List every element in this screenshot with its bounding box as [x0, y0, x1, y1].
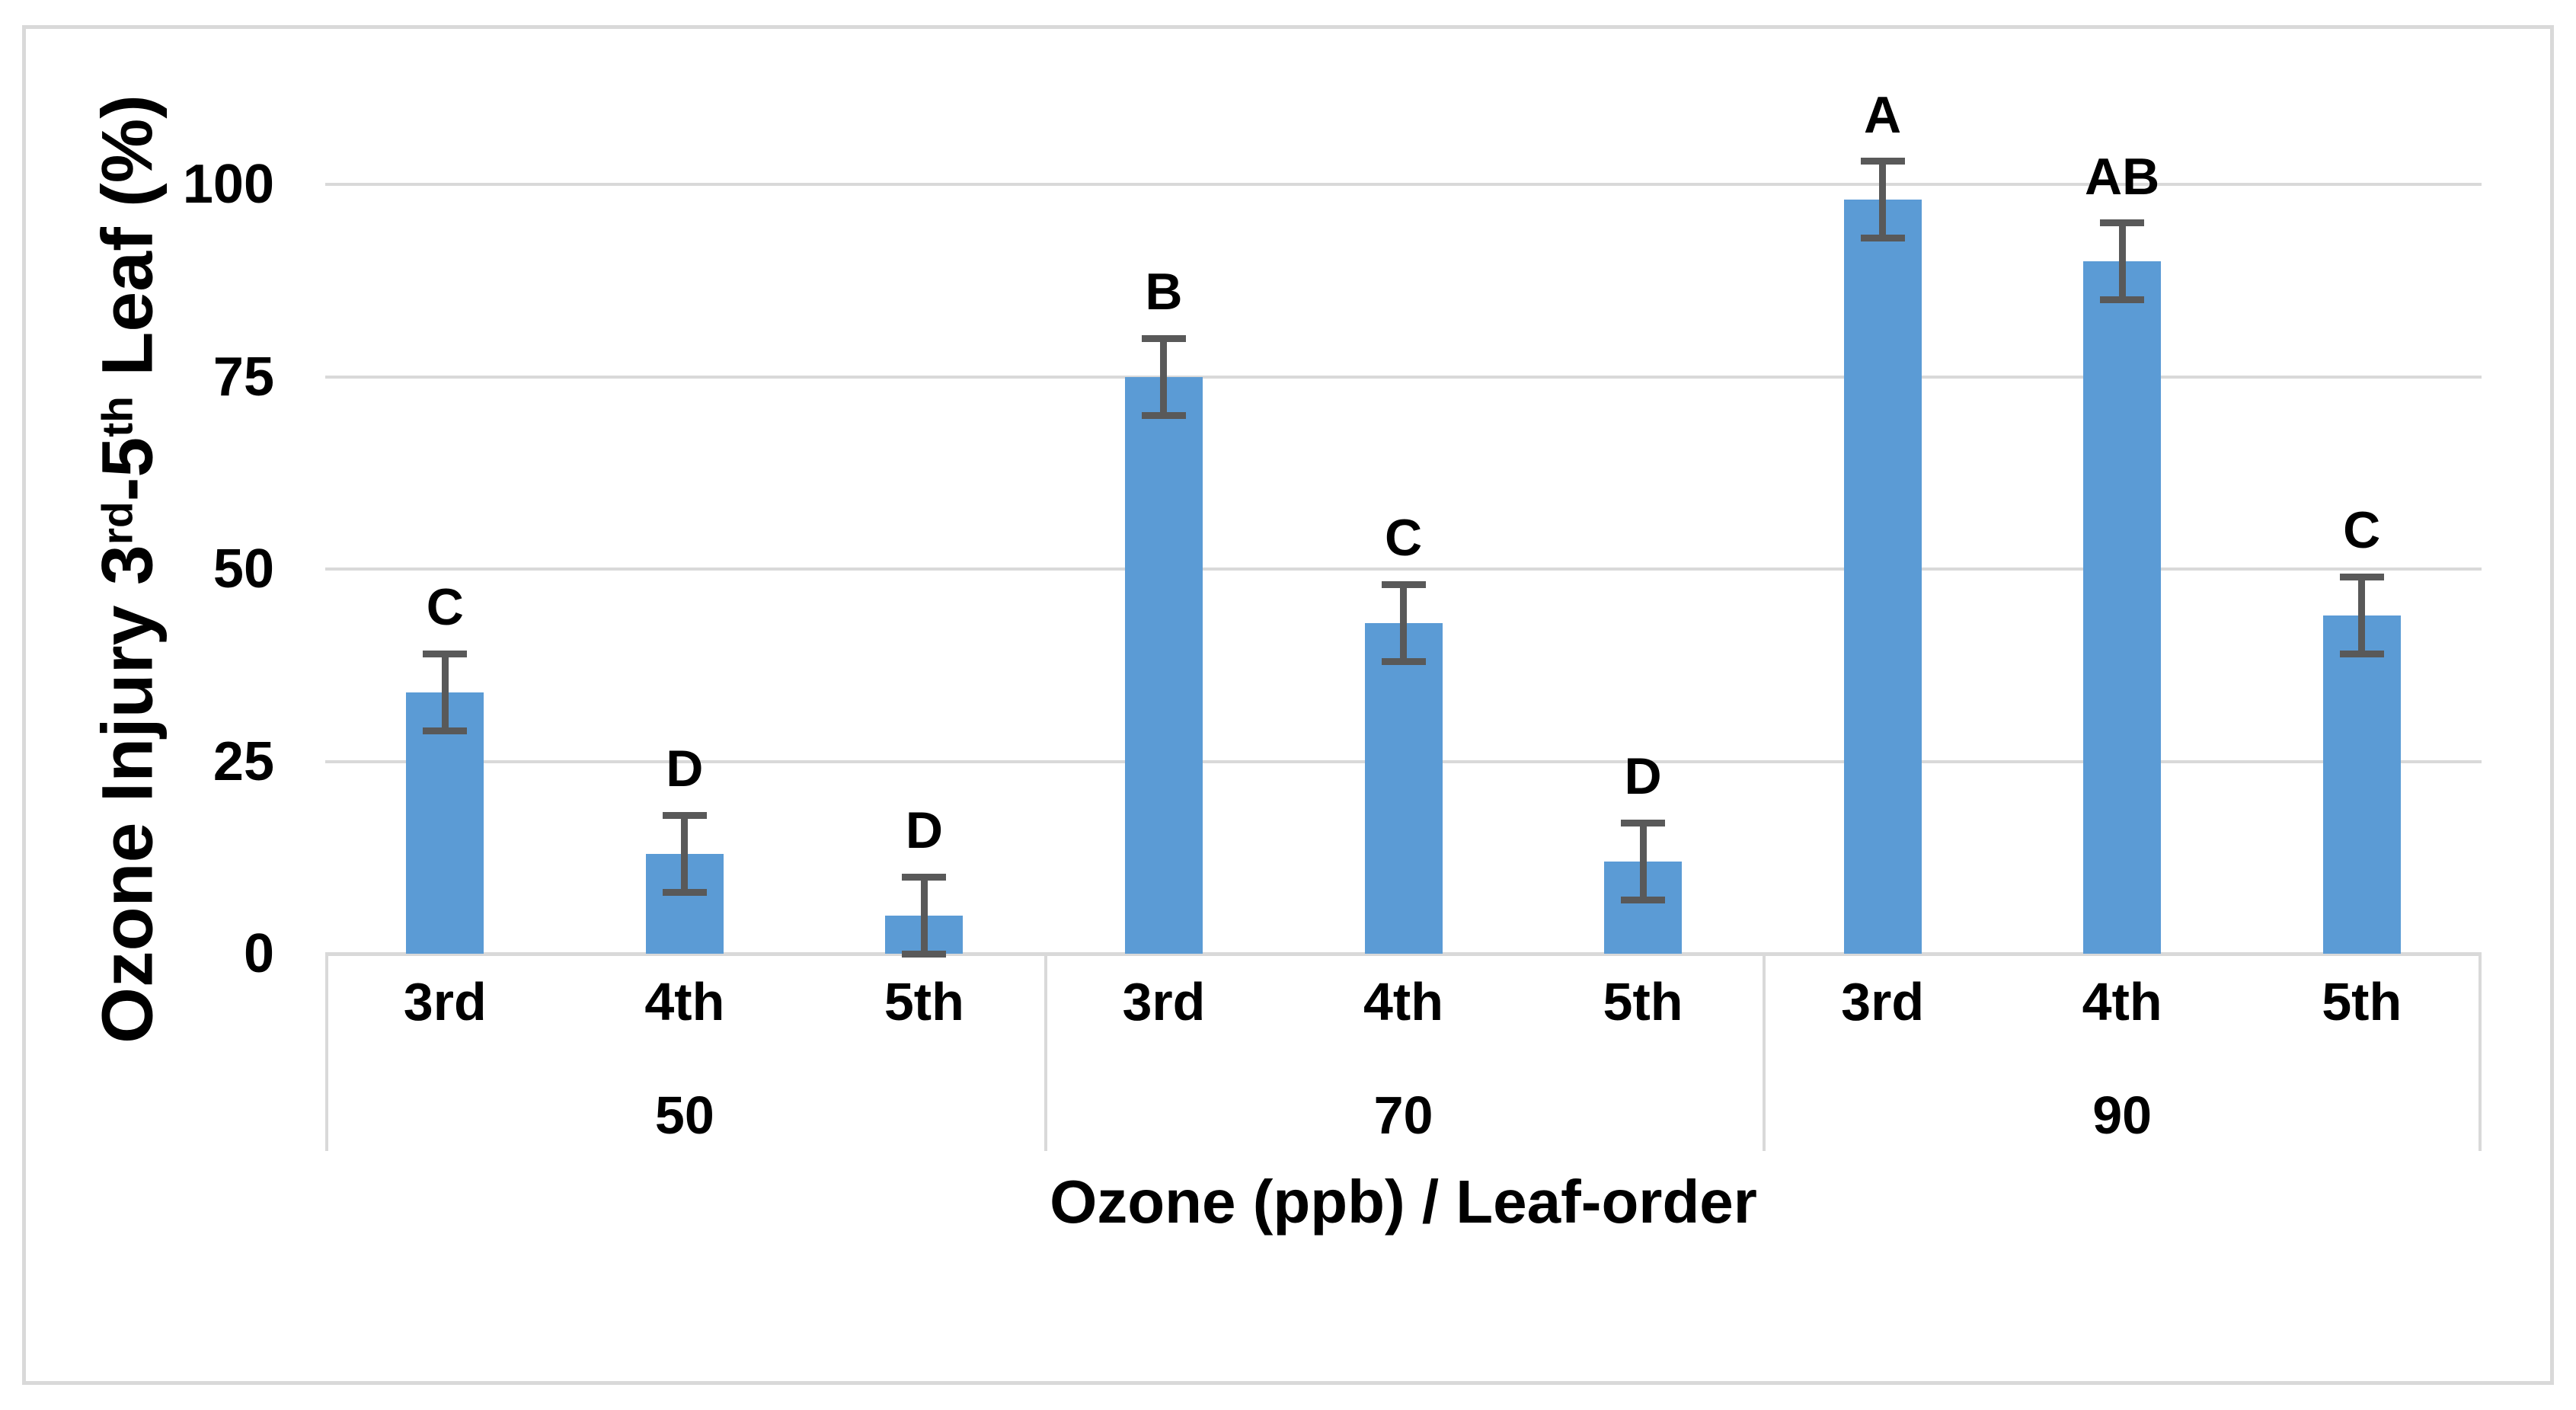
error-bar-bottom-cap — [2100, 296, 2145, 303]
error-bar-bottom-cap — [1860, 235, 1905, 242]
error-bar-bottom-cap — [1141, 411, 1186, 419]
y-tick-label: 50 — [213, 539, 274, 599]
x-axis-title: Ozone (ppb) / Leaf-order — [1050, 1168, 1757, 1236]
bar-70-3rd — [1124, 376, 1203, 954]
error-bar-top-cap — [902, 873, 947, 881]
error-bar-bottom-cap — [423, 727, 468, 734]
error-bar-top-cap — [1860, 158, 1905, 165]
error-bar-bottom-cap — [1621, 896, 1666, 903]
significance-letter: C — [1384, 509, 1423, 568]
significance-letter: C — [2343, 501, 2381, 560]
error-bar — [1160, 338, 1168, 415]
error-bar — [920, 877, 928, 954]
leaf-label: 3rd — [403, 972, 487, 1031]
error-bar — [1639, 823, 1647, 900]
bar-50-3rd — [406, 692, 484, 954]
significance-letter: AB — [2085, 147, 2160, 206]
error-bar — [2358, 577, 2366, 654]
error-bar-bottom-cap — [1381, 657, 1426, 665]
error-bar-top-cap — [1141, 334, 1186, 342]
error-bar-top-cap — [2339, 573, 2384, 580]
error-bar-bottom-cap — [662, 888, 707, 896]
error-bar-top-cap — [1381, 580, 1426, 588]
leaf-label: 5th — [2322, 972, 2402, 1031]
group-label: 70 — [1373, 1085, 1433, 1145]
error-bar — [1400, 584, 1407, 662]
error-bar-top-cap — [662, 811, 707, 819]
significance-letter: B — [1145, 263, 1183, 321]
group-label: 90 — [2092, 1085, 2153, 1145]
significance-letter: A — [1864, 85, 1902, 144]
significance-letter: D — [666, 740, 704, 798]
group-divider — [2479, 954, 2482, 1151]
error-bar-top-cap — [423, 650, 468, 657]
leaf-label: 4th — [2082, 972, 2162, 1031]
error-bar — [681, 815, 689, 893]
error-bar — [1879, 161, 1887, 238]
bar-90-5th — [2322, 615, 2401, 954]
group-divider — [1763, 954, 1766, 1151]
bar-90-4th — [2083, 261, 2162, 954]
plot-area: Ozone (ppb) / Leaf-order C 3rd D 4th D 5th 50 B… — [325, 88, 2482, 1236]
significance-letter: D — [1624, 747, 1662, 806]
bar-90-3rd — [1843, 200, 1922, 954]
leaf-label: 5th — [1603, 972, 1683, 1031]
gridline — [325, 375, 2482, 379]
leaf-label: 4th — [1363, 972, 1443, 1031]
gridline — [325, 183, 2482, 186]
error-bar-bottom-cap — [2339, 650, 2384, 657]
bar-70-4th — [1364, 622, 1443, 954]
error-bar-bottom-cap — [902, 950, 947, 958]
y-tick-label: 25 — [213, 731, 274, 792]
error-bar — [2118, 222, 2126, 300]
y-tick-label: 0 — [243, 923, 274, 984]
significance-letter: C — [426, 578, 464, 637]
group-divider — [325, 954, 328, 1151]
y-tick-label: 75 — [213, 346, 274, 408]
group-divider — [1044, 954, 1047, 1151]
group-label: 50 — [654, 1085, 714, 1145]
chart-border — [22, 25, 2554, 1385]
gridline — [325, 568, 2482, 571]
x-axis-line — [325, 952, 2482, 956]
leaf-label: 3rd — [1841, 972, 1925, 1031]
error-bar-top-cap — [1621, 819, 1666, 826]
leaf-label: 5th — [884, 972, 964, 1031]
y-axis-title-dash: -5 — [87, 436, 168, 502]
error-bar — [441, 654, 449, 731]
leaf-label: 4th — [644, 972, 725, 1031]
leaf-label: 3rd — [1122, 972, 1206, 1031]
significance-letter: D — [905, 801, 943, 859]
error-bar-top-cap — [2100, 219, 2145, 226]
y-tick-label: 100 — [182, 154, 274, 215]
